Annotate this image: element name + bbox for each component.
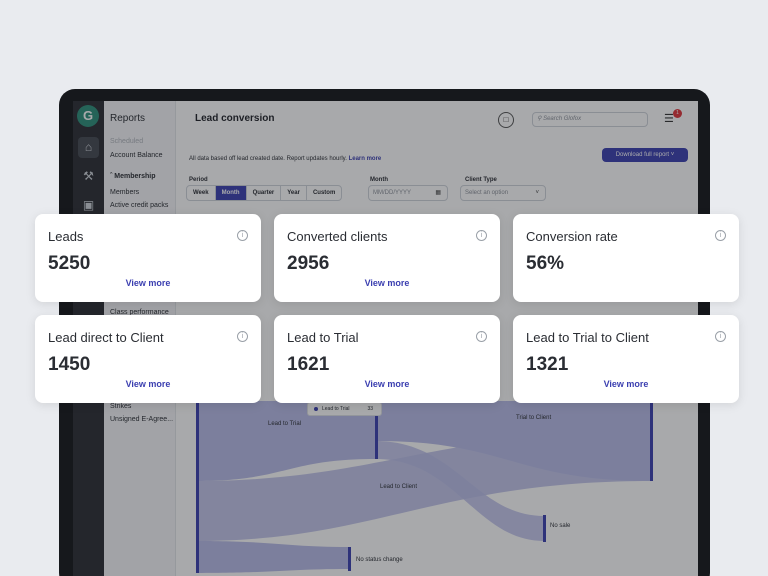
node-leads [196,397,199,573]
view-more-link[interactable]: View more [603,379,649,389]
card-value: 2956 [287,253,330,274]
learn-more-link[interactable]: Learn more [348,156,382,162]
period-selector: Week Month Quarter Year Custom [186,185,343,201]
download-report-button[interactable]: Download full report ˅ [602,148,688,162]
contact-card-icon[interactable]: ▣ [82,198,95,212]
node-trial [375,401,378,459]
stat-card-converted-clients: Converted clients i 2956 View more [274,214,500,302]
sidebar-item-strikes[interactable]: Strikes [110,403,132,410]
tooltip-label: Lead to Trial [322,406,350,412]
flow-lead-to-trial [197,401,376,481]
tooltip-value: 33 [367,406,373,412]
card-value: 1621 [287,354,330,375]
sidebar-item-account-balance[interactable]: Account Balance [110,152,163,159]
info-text-body: All data based off lead created date. Re… [189,156,347,162]
label-lead-to-client: Lead to Client [380,484,417,490]
calendar-icon: ▦ [435,190,441,196]
info-icon[interactable]: i [715,331,726,342]
sidebar-item-members[interactable]: Members [110,189,140,196]
card-title: Converted clients [287,229,388,244]
flow-no-status-change [197,541,349,573]
info-icon[interactable]: i [237,230,248,241]
view-more-link[interactable]: View more [364,278,410,288]
node-no-sale [543,515,546,542]
download-label: Download full report [615,152,670,158]
month-date-input[interactable]: MM/DD/YYYY ▦ [368,185,448,201]
search-placeholder: Search Glofox [543,116,582,122]
client-type-select[interactable]: Select an option ˅ [460,185,546,201]
period-option-quarter[interactable]: Quarter [247,186,282,200]
card-value: 56% [526,253,565,274]
sidebar-item-class-performance[interactable]: Class performance [110,309,169,316]
view-more-link[interactable]: View more [125,379,171,389]
card-title: Leads [48,229,84,244]
month-placeholder: MM/DD/YYYY [373,190,412,196]
flow-no-sale [376,441,544,541]
chat-icon[interactable]: □ [498,112,514,128]
info-icon[interactable]: i [476,331,487,342]
sankey-chart: Lead to Trial Trial to Client Lead to Cl… [196,397,653,573]
flow-lead-to-client [197,431,651,541]
month-label: Month [370,177,388,183]
stat-card-leads: Leads i 5250 View more [35,214,261,302]
card-title: Lead to Trial to Client [526,330,649,345]
info-text: All data based off lead created date. Re… [189,156,381,162]
chevron-up-icon: ˆ [110,173,113,180]
label-no-sale: No sale [550,523,571,529]
node-no-status-change [348,547,351,571]
view-more-link[interactable]: View more [125,278,171,288]
period-option-custom[interactable]: Custom [312,190,336,196]
period-label: Period [189,177,208,183]
info-icon[interactable]: i [476,230,487,241]
search-input[interactable]: ⚲ Search Glofox [532,112,648,127]
sidebar-group-membership[interactable]: ˆ Membership [110,173,156,180]
app-logo: G [77,105,99,127]
card-value: 5250 [48,253,91,274]
wrench-icon[interactable]: ⚒ [83,169,94,183]
chevron-down-icon: ˅ [535,190,539,196]
stat-card-conversion-rate: Conversion rate i 56% [513,214,739,302]
period-option-year[interactable]: Year [281,186,307,200]
stat-card-lead-to-trial-to-client: Lead to Trial to Client i 1321 View more [513,315,739,403]
period-option-month[interactable]: Month [215,186,247,200]
info-icon[interactable]: i [237,331,248,342]
label-no-status-change: No status change [356,557,403,563]
search-icon: ⚲ [537,116,542,122]
card-title: Conversion rate [526,229,618,244]
series-dot [314,406,318,411]
client-type-label: Client Type [465,177,497,183]
home-icon[interactable]: ⌂ [78,137,99,158]
view-more-link[interactable]: View more [364,379,410,389]
hamburger-menu-icon[interactable]: ☰ [664,113,674,125]
sidebar-item-scheduled[interactable]: Scheduled [110,138,144,145]
sidebar-item-unsigned[interactable]: Unsigned E-Agree... [110,416,174,423]
client-type-placeholder: Select an option [465,190,509,196]
chevron-down-icon: ˅ [670,152,675,158]
stat-card-lead-direct-to-client: Lead direct to Client i 1450 View more [35,315,261,403]
label-lead-to-trial: Lead to Trial [268,421,301,427]
period-option-week[interactable]: Week [187,186,216,200]
card-value: 1321 [526,354,569,375]
label-trial-to-client: Trial to Client [516,415,551,421]
stat-card-lead-to-trial: Lead to Trial i 1621 View more [274,315,500,403]
sidebar-item-active-credit-packs[interactable]: Active credit packs [110,202,169,209]
sidebar-title: Reports [110,113,146,124]
info-icon[interactable]: i [715,230,726,241]
card-title: Lead to Trial [287,330,359,345]
node-client [650,399,653,481]
card-value: 1450 [48,354,91,375]
sidebar-group-label: Membership [114,173,156,180]
page-title: Lead conversion [195,113,275,124]
notification-badge: 1 [673,109,682,118]
card-title: Lead direct to Client [48,330,164,345]
